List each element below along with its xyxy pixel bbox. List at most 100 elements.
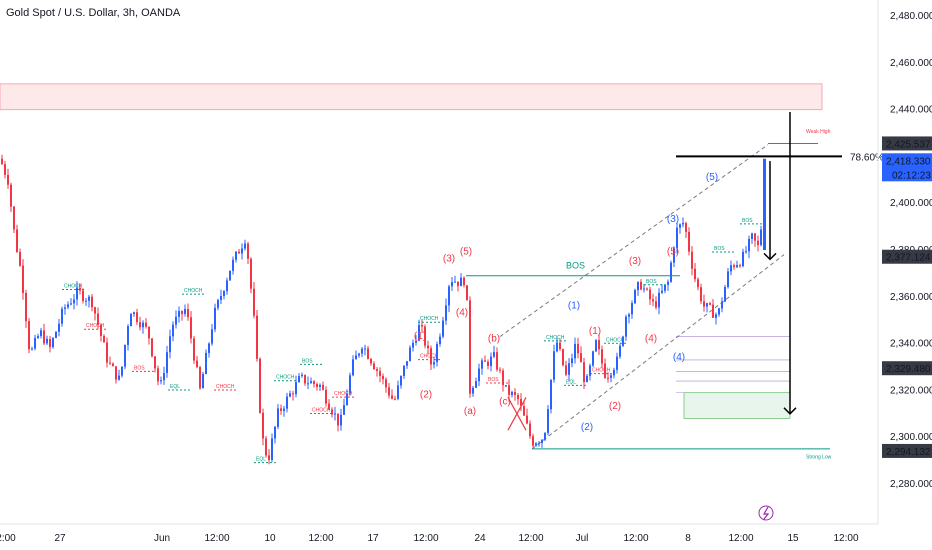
candle-body [457, 281, 459, 287]
candle [673, 246, 675, 268]
candle-body [691, 251, 693, 269]
candle-body [424, 326, 426, 346]
candle-body [394, 398, 396, 400]
candle-body [418, 325, 420, 341]
candle [493, 345, 495, 359]
candle [760, 225, 762, 247]
candle-body [235, 251, 237, 260]
wave-label: (5) [460, 247, 472, 258]
price-tag-bg [882, 136, 932, 151]
candle-body [115, 366, 117, 380]
candle [463, 276, 465, 288]
candle-body [460, 277, 462, 287]
candle [115, 366, 117, 384]
candle-body [271, 438, 273, 460]
candle [379, 367, 381, 383]
candle-body [289, 393, 291, 397]
candle [739, 263, 741, 268]
candle [610, 373, 612, 383]
candle-body [676, 227, 678, 249]
candle-body [562, 349, 564, 366]
candle [451, 276, 453, 291]
candle-body [331, 409, 333, 415]
candle-body [196, 360, 198, 368]
candle [13, 206, 15, 233]
candle-body [412, 342, 414, 348]
candle-body [142, 322, 144, 328]
candle [184, 304, 186, 317]
candle [517, 392, 519, 405]
marker-label: BOS [488, 377, 499, 383]
candle [385, 377, 387, 393]
candle-body [82, 290, 84, 302]
candle [511, 390, 513, 398]
candle-body [382, 375, 384, 380]
price-tag-bg [882, 443, 932, 458]
candle-body [442, 320, 444, 337]
candle-body [607, 377, 609, 379]
candle [133, 311, 135, 317]
candle [190, 311, 192, 344]
candle [352, 355, 354, 377]
wave-label: (3) [629, 256, 641, 267]
candle [736, 260, 738, 269]
candle-body [517, 395, 519, 400]
candle [112, 362, 114, 367]
candle-body [502, 370, 504, 386]
candle [472, 386, 474, 397]
candle [241, 243, 243, 260]
candle [295, 375, 297, 398]
candle-body [475, 381, 477, 388]
candle [553, 344, 555, 383]
candle-body [157, 368, 159, 382]
candle-body [223, 291, 225, 297]
candle [373, 361, 375, 370]
candle [721, 297, 723, 313]
candle [70, 298, 72, 306]
candle [226, 277, 228, 295]
price-tick-label: 2,480.000 [890, 11, 932, 22]
candle [751, 232, 753, 244]
candle-body [130, 314, 132, 327]
candle-body [415, 340, 417, 343]
wave-label: (2) [609, 401, 621, 412]
candle-body [541, 439, 543, 444]
price-tag-bg [882, 249, 932, 264]
candle [454, 275, 456, 283]
candle [130, 312, 132, 327]
candle-body [724, 286, 726, 302]
candle-body [451, 282, 453, 287]
time-tick-label: 12:00 [413, 533, 438, 544]
price-tag-value: 2,329.480 [886, 364, 931, 375]
time-tick-label: 15 [787, 533, 799, 544]
candle-body [220, 296, 222, 300]
candle-body [487, 361, 489, 366]
candle-body [22, 265, 24, 293]
candle-body [325, 389, 327, 404]
candle [466, 285, 468, 301]
candle-body [166, 352, 168, 374]
candle [694, 262, 696, 283]
candle-body [118, 375, 120, 380]
cross-mark [507, 397, 527, 431]
candle-body [508, 385, 510, 395]
time-axis: 2:00 27 Jun 12:00 10 12:00 17 12:00 24 12:00 Jul 12… [0, 523, 878, 544]
candle-body [697, 279, 699, 288]
candle-body [526, 415, 528, 424]
candle-body [211, 329, 213, 344]
candle-body [232, 259, 234, 271]
event-lightning-icon [758, 505, 774, 521]
candle [46, 335, 48, 346]
candle-body [346, 393, 348, 406]
price-tag-value: 2,425.537 [886, 139, 931, 150]
candle [706, 302, 708, 313]
candle-body [718, 308, 720, 315]
candle-body [295, 382, 297, 395]
candle [355, 350, 357, 360]
candle [703, 294, 705, 312]
candle-body [310, 381, 312, 384]
candle-body [364, 348, 366, 350]
cross-line [507, 397, 527, 431]
candle-body [307, 383, 309, 385]
